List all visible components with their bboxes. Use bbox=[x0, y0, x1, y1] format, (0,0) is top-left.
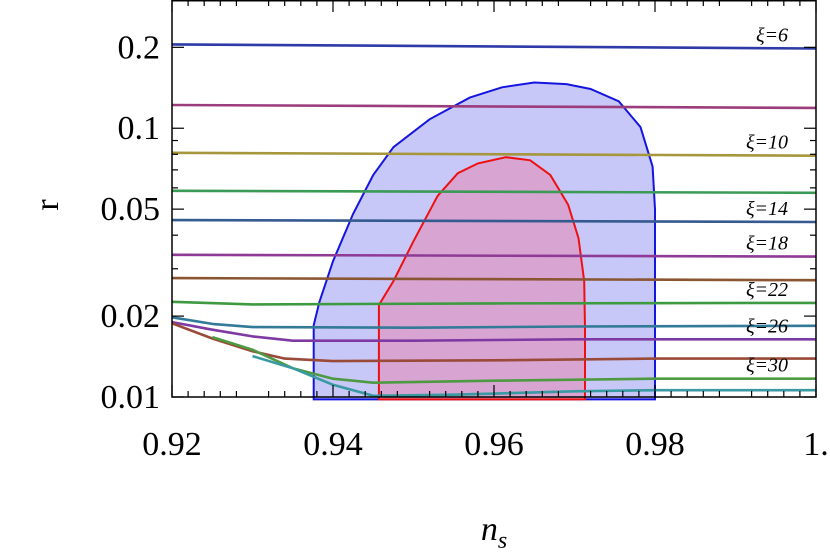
series-line-13 bbox=[252, 354, 816, 398]
x-tick-label-3: 0.98 bbox=[625, 426, 685, 463]
x-tick-label-2: 0.96 bbox=[464, 426, 524, 463]
x-axis-title: ns bbox=[481, 511, 507, 554]
series-line-6 bbox=[171, 253, 817, 258]
contour-layer bbox=[312, 81, 656, 401]
series-line-4 bbox=[171, 189, 817, 195]
x-axis-title-subscript: s bbox=[498, 528, 507, 554]
series-label-10: ξ=26 bbox=[746, 315, 788, 337]
series-line-1 bbox=[171, 43, 817, 50]
y-axis-title: r bbox=[29, 199, 66, 211]
series-line-7 bbox=[171, 276, 817, 282]
x-tick-label-0: 0.92 bbox=[142, 426, 202, 463]
series-line-2 bbox=[171, 103, 817, 110]
x-axis-title-main: n bbox=[481, 511, 498, 548]
series-line-12 bbox=[211, 335, 816, 385]
y-tick-label-1: 0.02 bbox=[101, 298, 161, 335]
series-label-1: ξ=6 bbox=[756, 25, 788, 47]
tick-layer: 0.92 0.94 0.96 0.98 1. 0.01 0.02 0.05 0.1 0.2 bbox=[101, 0, 829, 463]
y-tick-label-4: 0.2 bbox=[118, 29, 161, 66]
x-tick-label-1: 0.94 bbox=[303, 426, 363, 463]
y-tick-label-2: 0.05 bbox=[101, 191, 161, 228]
series-label-5: ξ=14 bbox=[746, 198, 788, 220]
y-tick-label-0: 0.01 bbox=[101, 379, 161, 416]
series-line-11 bbox=[171, 322, 816, 363]
series-label-6: ξ=18 bbox=[746, 233, 788, 255]
series-line-8 bbox=[171, 300, 817, 306]
series-line-10 bbox=[171, 320, 816, 343]
y-tick-label-3: 0.1 bbox=[118, 110, 161, 147]
series-line-5 bbox=[171, 218, 817, 224]
series-label-3: ξ=10 bbox=[746, 132, 788, 154]
series-label-8: ξ=22 bbox=[746, 279, 788, 301]
series-label-layer: ξ=6 ξ=10 ξ=14 ξ=18 ξ=22 ξ=26 ξ=30 bbox=[746, 25, 788, 377]
series-label-12: ξ=30 bbox=[746, 355, 788, 377]
series-layer bbox=[171, 43, 817, 398]
series-line-9 bbox=[171, 316, 817, 330]
series-line-3 bbox=[171, 151, 817, 157]
x-tick-label-4: 1. bbox=[803, 426, 829, 463]
